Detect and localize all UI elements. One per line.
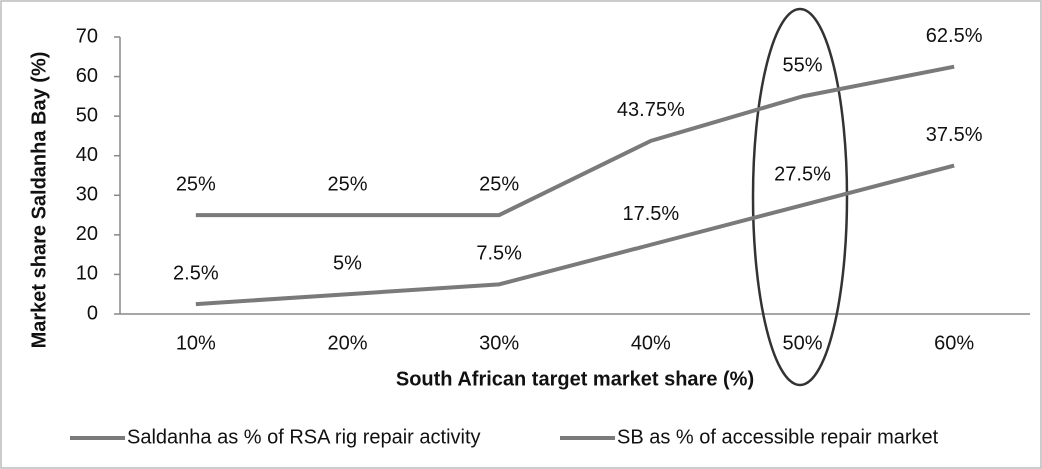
x-tick-label: 40% xyxy=(631,332,671,354)
series-line xyxy=(195,64,955,218)
x-axis-title: South African target market share (%) xyxy=(396,368,754,390)
y-tick-label: 30 xyxy=(76,184,98,206)
data-label: 37.5% xyxy=(926,124,983,146)
series-line xyxy=(195,163,955,307)
data-label: 25% xyxy=(176,173,216,195)
y-tick-label: 70 xyxy=(76,25,98,47)
data-label: 55% xyxy=(782,55,822,77)
y-tick-label: 40 xyxy=(76,144,98,166)
data-label: 43.75% xyxy=(617,99,685,121)
legend-label: SB as % of accessible repair market xyxy=(617,426,939,448)
data-label: 25% xyxy=(479,173,519,195)
y-tick-label: 20 xyxy=(76,223,98,245)
data-label: 62.5% xyxy=(926,25,983,47)
data-label: 5% xyxy=(333,252,362,274)
x-tick-label: 20% xyxy=(327,332,367,354)
y-tick-label: 0 xyxy=(87,302,98,324)
y-tick-label: 60 xyxy=(76,65,98,87)
x-tick-label: 30% xyxy=(479,332,519,354)
x-tick-label: 10% xyxy=(176,332,216,354)
y-tick-label: 50 xyxy=(76,104,98,126)
data-label: 25% xyxy=(327,173,367,195)
data-label: 17.5% xyxy=(622,203,679,225)
x-tick-label: 50% xyxy=(782,332,822,354)
y-axis-title: Market share Saldanha Bay (%) xyxy=(28,52,50,349)
data-label: 27.5% xyxy=(774,163,831,185)
data-label: 2.5% xyxy=(173,262,219,284)
y-tick-label: 10 xyxy=(76,263,98,285)
data-label: 7.5% xyxy=(476,243,522,265)
highlight-ellipse xyxy=(751,7,849,387)
legend-label: Saldanha as % of RSA rig repair activity xyxy=(127,426,481,448)
x-tick-label: 60% xyxy=(934,332,974,354)
